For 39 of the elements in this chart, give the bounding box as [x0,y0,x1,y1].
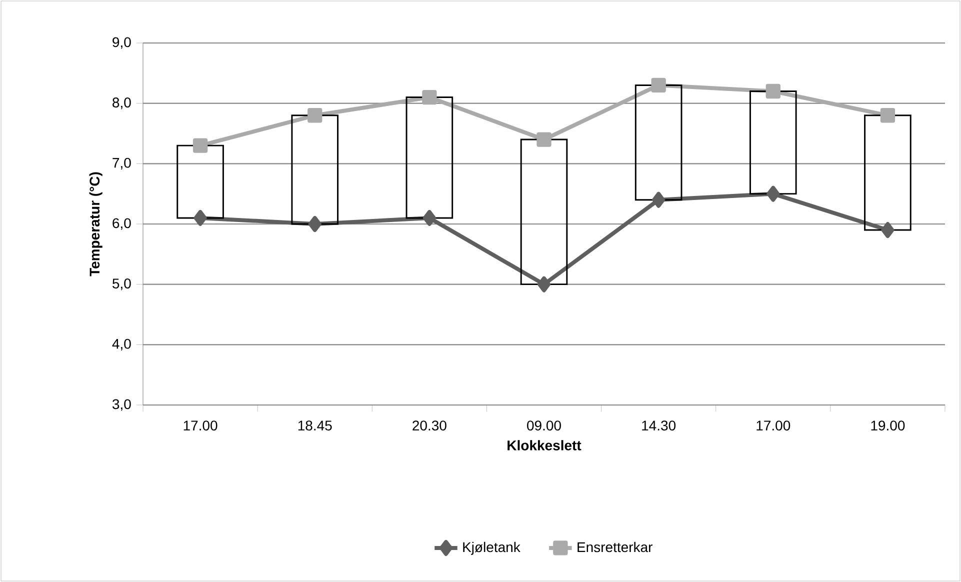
point [192,138,208,153]
point [536,132,552,147]
bar [176,144,224,219]
x-tick-label: 17.00 [184,420,218,431]
point [881,222,894,238]
point [651,78,666,93]
y-tick-label: 8,0 [112,98,131,110]
point [766,84,780,99]
x-tick-label: 19.00 [871,420,905,431]
bar [749,90,797,195]
bar [291,114,339,225]
x-tick-label: 18.45 [298,420,332,431]
y-tick-label: 3,0 [112,399,131,411]
bar [864,114,912,231]
bar [520,138,568,286]
y-tick-label: 9,0 [112,37,131,49]
x-tick-label: 17.00 [756,420,790,431]
y-tick-label: 6,0 [112,218,131,230]
x-tick-label: 09.00 [527,420,561,431]
bar [406,96,454,219]
legend-label: Ensretterkar [578,542,652,552]
point [308,216,322,232]
point [422,90,437,105]
point [652,192,666,208]
x-tick-label: 14.30 [642,420,676,431]
point [194,210,207,226]
point [880,108,896,123]
point [422,210,436,226]
x-tick-label: 20.30 [412,420,446,431]
y-tick-label: 4,0 [112,338,131,350]
legend-label: Kjøletank [463,542,520,555]
x-axis-title: Klokkeslett [508,440,582,450]
y-axis-title: Temperatur (°C) [89,172,102,276]
point [308,108,322,123]
y-tick-label: 5,0 [112,278,131,290]
point [766,186,780,202]
point [538,276,551,292]
y-tick-label: 7,0 [112,158,131,170]
bar [634,84,682,201]
